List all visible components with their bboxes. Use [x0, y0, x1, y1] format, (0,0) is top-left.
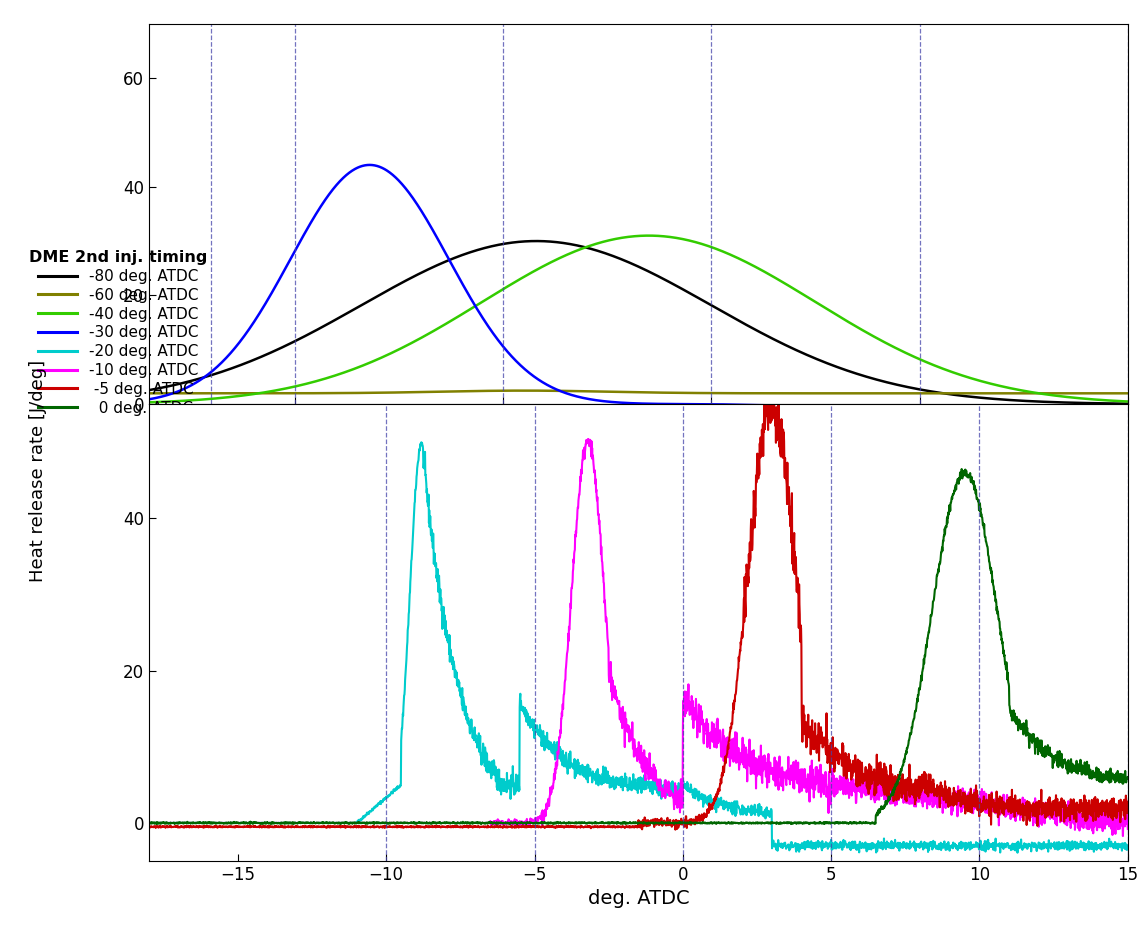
X-axis label: deg. ATDC: deg. ATDC — [587, 889, 689, 908]
Text: Heat release rate [J/deg]: Heat release rate [J/deg] — [29, 359, 47, 582]
Legend: -80 deg. ATDC, -60 deg. ATDC, -40 deg. ATDC, -30 deg. ATDC, -20 deg. ATDC, -10 d: -80 deg. ATDC, -60 deg. ATDC, -40 deg. A… — [30, 250, 207, 416]
